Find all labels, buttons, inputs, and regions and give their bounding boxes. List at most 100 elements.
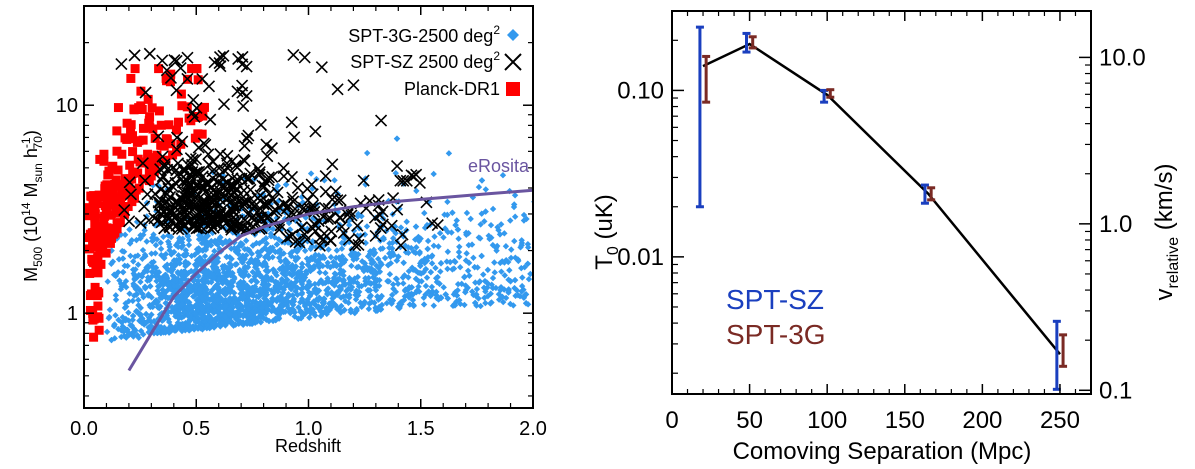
spt3g-point xyxy=(149,237,156,245)
spt3g-point xyxy=(280,286,288,293)
planck-point xyxy=(162,76,172,86)
spt3g-point xyxy=(471,299,479,307)
spt3g-point xyxy=(167,233,175,241)
sptsz-point xyxy=(254,118,267,131)
spt3g-point xyxy=(413,287,421,295)
spt3g-point xyxy=(499,293,506,301)
planck-point xyxy=(143,149,153,159)
spt3g-point xyxy=(194,305,201,312)
spt3g-point xyxy=(208,238,215,245)
planck-point xyxy=(101,201,111,211)
spt3g-point xyxy=(378,261,385,268)
legend-marker-square xyxy=(506,82,520,96)
sptsz-point xyxy=(213,206,227,219)
spt3g-point xyxy=(381,254,389,262)
spt3g-point xyxy=(192,310,199,317)
spt3g-point xyxy=(365,305,373,313)
spt3g-point xyxy=(338,245,346,252)
x-tick-label: 50 xyxy=(736,407,763,434)
planck-point xyxy=(90,242,100,252)
sptsz-point xyxy=(180,199,193,212)
spt3g-point xyxy=(210,292,217,300)
spt3g-point xyxy=(265,317,273,325)
planck-point xyxy=(182,102,192,112)
spt3g-point xyxy=(243,299,250,307)
planck-point xyxy=(115,218,125,228)
spt3g-point xyxy=(342,297,349,305)
spt3g-point xyxy=(507,278,514,285)
spt3g-point xyxy=(156,276,163,284)
spt3g-point xyxy=(403,218,410,225)
spt3g-point xyxy=(228,255,235,263)
spt3g-point xyxy=(245,309,252,317)
planck-point xyxy=(99,149,109,159)
sptsz-point xyxy=(313,239,326,252)
spt3g-point xyxy=(119,255,127,262)
spt3g-point xyxy=(492,244,500,252)
spt3g-point xyxy=(140,331,147,338)
planck-point xyxy=(92,199,102,209)
spt3g-point xyxy=(250,298,257,305)
spt3g-point xyxy=(422,282,430,290)
spt3g-point xyxy=(207,242,215,249)
planck-point xyxy=(152,157,162,167)
planck-point xyxy=(132,137,142,147)
x-tick-label: 2.0 xyxy=(519,418,547,440)
spt3g-point xyxy=(444,248,452,255)
spt3g-point xyxy=(304,296,311,303)
spt3g-point xyxy=(408,244,415,252)
spt3g-point xyxy=(241,245,248,253)
sptsz-point xyxy=(298,51,311,64)
spt3g-point xyxy=(197,321,205,328)
planck-point xyxy=(119,189,129,199)
spt3g-point xyxy=(367,292,374,299)
spt3g-point xyxy=(215,276,223,283)
spt3g-point xyxy=(136,287,144,294)
spt3g-point xyxy=(454,287,461,294)
error-bar xyxy=(742,31,751,54)
spt3g-point xyxy=(130,258,137,265)
spt3g-point xyxy=(171,327,178,334)
spt3g-point xyxy=(500,286,508,293)
spt3g-point xyxy=(313,289,320,296)
sptsz-point xyxy=(345,209,358,222)
spt3g-point xyxy=(518,282,526,290)
sptsz-point xyxy=(273,223,286,236)
sptsz-point xyxy=(305,178,318,191)
spt3g-point xyxy=(422,224,429,232)
spt3g-point xyxy=(234,303,241,310)
sptsz-point xyxy=(136,157,149,170)
spt3g-point xyxy=(279,277,286,284)
planck-point xyxy=(107,233,117,243)
spt3g-point xyxy=(200,260,208,268)
spt3g-point xyxy=(333,247,341,254)
spt3g-point xyxy=(432,264,439,272)
spt3g-point xyxy=(272,248,279,256)
spt3g-point xyxy=(475,183,483,191)
sptsz-point xyxy=(309,125,322,138)
spt3g-point xyxy=(169,272,176,280)
spt3g-point xyxy=(275,305,282,313)
sptsz-point xyxy=(291,181,304,194)
spt3g-point xyxy=(481,218,488,225)
spt3g-point xyxy=(451,257,458,265)
spt3g-point xyxy=(401,272,408,279)
spt3g-point xyxy=(331,201,338,208)
spt3g-point xyxy=(121,327,128,335)
sptsz-point xyxy=(155,216,168,229)
spt3g-point xyxy=(298,295,306,303)
spt3g-point xyxy=(472,279,479,286)
spt3g-point xyxy=(413,244,420,251)
planck-point xyxy=(144,166,154,176)
sptsz-point xyxy=(155,173,168,186)
sptsz-point xyxy=(217,214,230,227)
spt3g-point xyxy=(199,247,206,254)
spt3g-point xyxy=(267,276,275,283)
spt3g-point xyxy=(266,249,273,256)
spt3g-point xyxy=(491,269,498,276)
sptsz-point xyxy=(187,93,200,106)
spt3g-point xyxy=(119,268,127,276)
spt3g-point xyxy=(175,309,183,317)
spt3g-point xyxy=(424,237,432,245)
spt3g-point xyxy=(297,315,305,322)
